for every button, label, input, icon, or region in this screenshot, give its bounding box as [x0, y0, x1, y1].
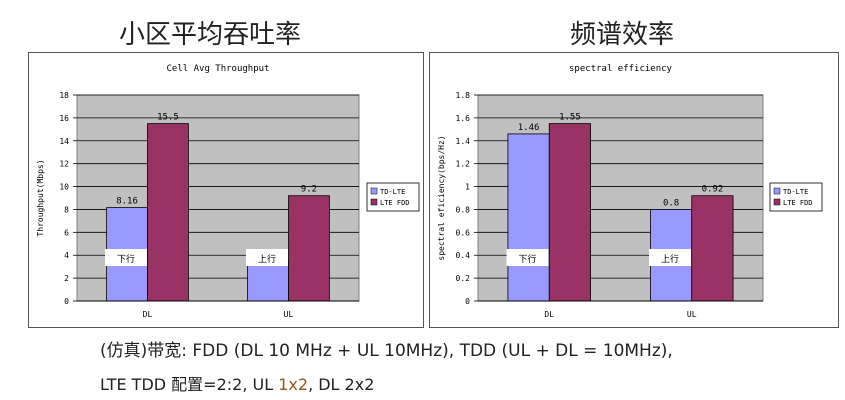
y-tick-label: 1.6: [456, 114, 471, 123]
data-label: 1.55: [559, 113, 581, 123]
category-tag: 下行: [117, 253, 135, 265]
data-label: 8.16: [116, 197, 138, 207]
y-tick-label: 1.8: [456, 91, 471, 100]
caption-line-2-part-c: , DL 2x2: [308, 375, 375, 394]
data-label: 15.5: [157, 113, 179, 123]
x-tick-label: DL: [544, 310, 554, 319]
legend-label: LTE FDD: [783, 199, 813, 207]
y-axis-label: Throughput(Mbps): [36, 159, 45, 236]
y-tick-label: 1.2: [456, 160, 471, 169]
bar-lte-fdd-dl: [147, 123, 189, 302]
caption-line-2-part-b: 1x2: [278, 375, 309, 394]
x-tick-label: UL: [687, 310, 697, 319]
caption-line-2-part-a: LTE TDD 配置=2:2, UL: [100, 375, 279, 394]
data-label: 0.8: [663, 198, 679, 208]
data-label: 9.2: [301, 185, 317, 195]
bar-lte-fdd-ul: [691, 195, 734, 302]
category-tag-box: [246, 249, 289, 266]
y-tick-label: 0.6: [456, 228, 471, 237]
y-tick-label: 1: [465, 183, 470, 192]
y-tick-label: 12: [59, 160, 69, 169]
y-tick-label: 0.8: [456, 205, 471, 214]
x-tick-label: UL: [284, 310, 294, 319]
y-tick-label: 14: [59, 137, 69, 146]
chart-title: Cell Avg Throughput: [167, 64, 270, 74]
legend-swatch-td-lte: [370, 187, 378, 195]
legend-box: [366, 182, 420, 212]
spectral-efficiency-chart: spectral efficiency 0 0.2 0.4 0.6 0.8 1 1.2 1.4 1…: [437, 64, 823, 319]
legend-label: LTE FDD: [380, 199, 410, 207]
data-label: 0.92: [702, 185, 724, 195]
throughput-chart-panel: Cell Avg Throughput 0 2 4 6 8 10 12 14 16 18 Throug…: [28, 52, 424, 328]
category-tag: 上行: [258, 253, 276, 265]
y-tick-label: 0: [64, 297, 69, 306]
bar-lte-fdd-dl: [548, 123, 591, 302]
y-tick-label: 10: [59, 183, 69, 192]
spectral-efficiency-heading: 频谱效率: [569, 20, 674, 50]
data-label: 1.46: [518, 123, 540, 133]
y-tick-label: 0.4: [456, 251, 471, 260]
category-tag: 上行: [661, 253, 679, 265]
chart-title: spectral efficiency: [569, 64, 673, 74]
category-tag-box: [649, 249, 692, 266]
spectral-efficiency-chart-panel: spectral efficiency 0 0.2 0.4 0.6 0.8 1 1.2 1.4 1…: [429, 52, 839, 328]
y-axis-label: spectral eficiency(bps/Hz): [437, 135, 446, 260]
category-tag-box: [105, 249, 148, 266]
y-tick-label: 6: [64, 228, 69, 237]
throughput-heading: 小区平均吞吐率: [118, 20, 301, 50]
y-tick-label: 8: [64, 205, 69, 214]
category-tag-box: [506, 249, 549, 266]
y-tick-label: 1.4: [456, 137, 471, 146]
throughput-chart: Cell Avg Throughput 0 2 4 6 8 10 12 14 16 18 Throug…: [36, 64, 420, 319]
caption-line-2: LTE TDD 配置=2:2, UL 1x2, DL 2x2: [100, 371, 374, 395]
legend-swatch-lte-fdd: [773, 198, 781, 206]
bar-td-lte-dl: [507, 133, 550, 302]
bar-lte-fdd-ul: [288, 195, 330, 302]
y-tick-label: 2: [64, 274, 69, 283]
y-tick-label: 0.2: [456, 274, 471, 283]
x-tick-label: DL: [143, 310, 153, 319]
y-tick-label: 16: [59, 114, 69, 123]
caption-line-1: (仿真)带宽: FDD (DL 10 MHz + UL 10MHz), TDD …: [100, 341, 673, 361]
legend-label: TD-LTE: [380, 188, 405, 196]
legend-swatch-td-lte: [773, 187, 781, 195]
y-tick-label: 18: [59, 91, 69, 100]
y-tick-label: 0: [465, 297, 470, 306]
legend-label: TD-LTE: [783, 188, 808, 196]
category-tag: 下行: [519, 253, 537, 265]
legend-box: [769, 182, 823, 212]
bar-td-lte-ul: [247, 260, 289, 302]
legend-swatch-lte-fdd: [370, 198, 378, 206]
y-tick-label: 4: [64, 251, 69, 260]
